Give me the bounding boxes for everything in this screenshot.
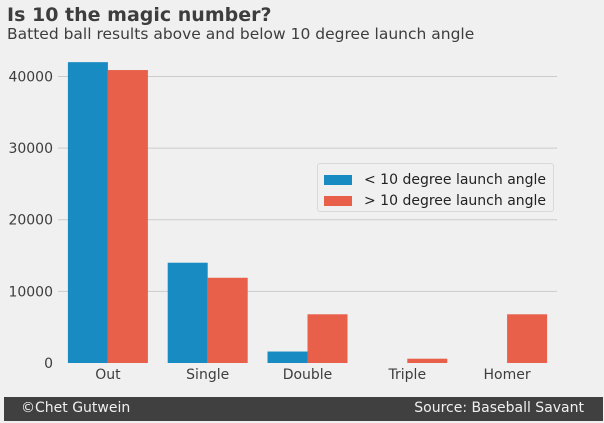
bar-double-series-1 bbox=[307, 314, 348, 363]
x-tick-label: Triple bbox=[388, 367, 427, 383]
x-tick-label: Out bbox=[95, 367, 121, 383]
legend-swatch-above bbox=[324, 195, 352, 206]
bar-triple-series-1 bbox=[407, 358, 448, 363]
footer-bar: ©Chet Gutwein Source: Baseball Savant bbox=[4, 397, 603, 421]
footer-credit: ©Chet Gutwein bbox=[21, 400, 131, 416]
bar-out-series-1 bbox=[107, 70, 148, 363]
chart-title: Is 10 the magic number? bbox=[7, 4, 272, 26]
legend-label-below: < 10 degree launch angle bbox=[364, 171, 547, 188]
legend-entry-above: > 10 degree launch angle bbox=[324, 190, 553, 211]
y-tick-label: 40000 bbox=[8, 69, 53, 85]
y-tick-label: 20000 bbox=[8, 213, 53, 229]
chart-legend: < 10 degree launch angle > 10 degree lau… bbox=[317, 163, 554, 212]
legend-swatch-below bbox=[324, 174, 352, 185]
bar-single-series-0 bbox=[167, 262, 208, 363]
bar-chart: 0 10000 20000 30000 40000 Out Single Double Trip… bbox=[8, 62, 557, 383]
x-tick-label: Homer bbox=[484, 367, 531, 383]
legend-label-above: > 10 degree launch angle bbox=[364, 192, 547, 209]
bar-out-series-0 bbox=[67, 62, 108, 364]
x-tick-label: Single bbox=[186, 367, 229, 383]
bar-double-series-0 bbox=[267, 351, 308, 363]
x-tick-label: Double bbox=[283, 367, 333, 383]
bar-homer-series-1 bbox=[507, 314, 548, 363]
bar-single-series-1 bbox=[207, 277, 248, 363]
legend-entry-below: < 10 degree launch angle bbox=[324, 169, 553, 190]
footer-source: Source: Baseball Savant bbox=[414, 400, 584, 416]
y-tick-label: 10000 bbox=[8, 284, 53, 300]
chart-subtitle: Batted ball results above and below 10 d… bbox=[7, 25, 475, 43]
y-tick-label: 0 bbox=[44, 356, 53, 372]
y-tick-label: 30000 bbox=[8, 141, 53, 157]
